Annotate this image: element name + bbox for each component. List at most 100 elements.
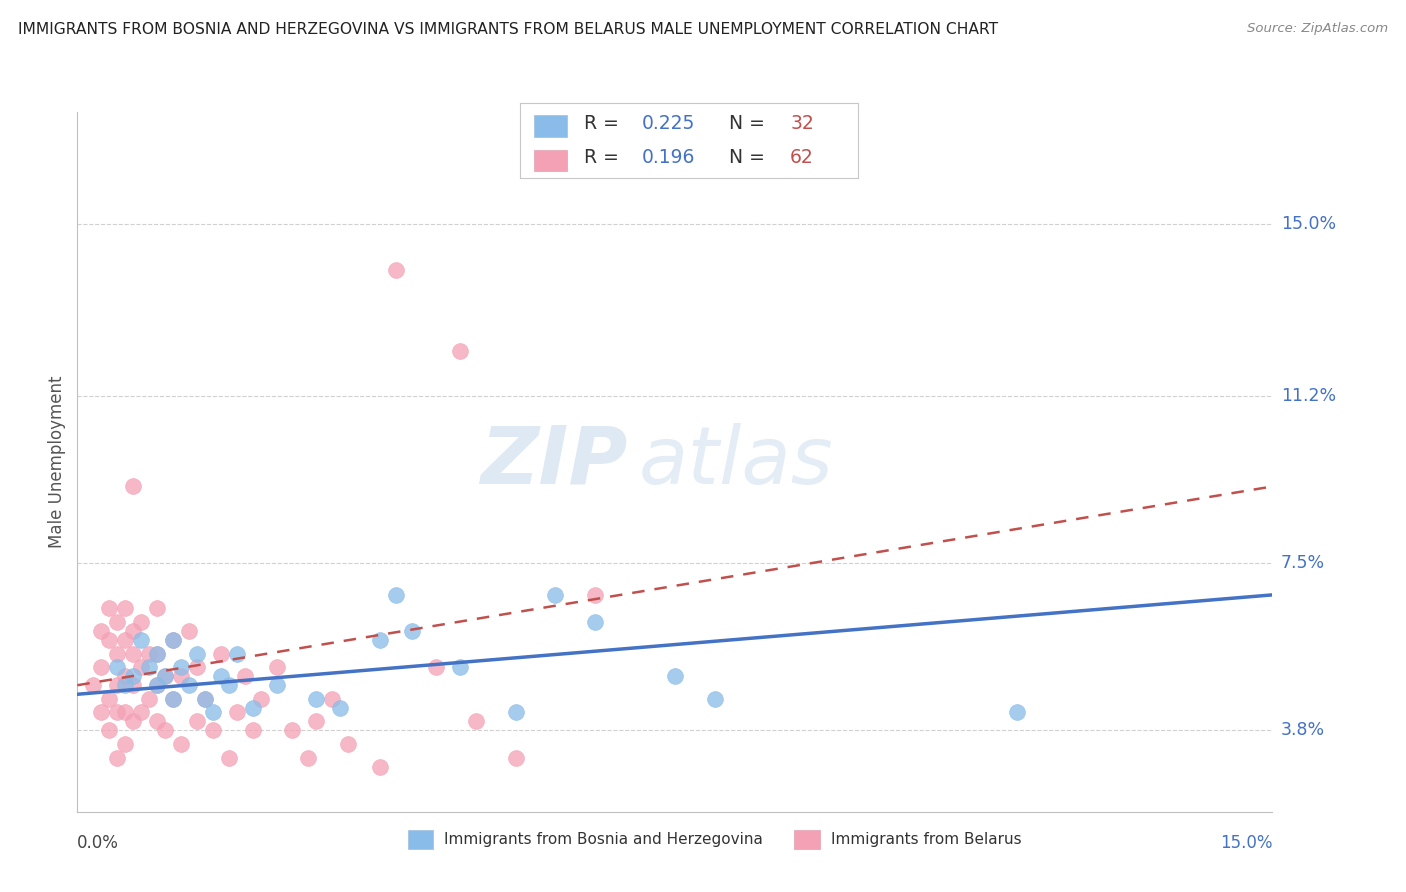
Text: Immigrants from Belarus: Immigrants from Belarus <box>831 832 1022 847</box>
Point <box>146 647 169 661</box>
Point <box>583 615 606 629</box>
Point <box>209 647 232 661</box>
Point <box>146 601 169 615</box>
Point <box>90 660 112 674</box>
Point <box>170 669 193 683</box>
Text: N =: N = <box>730 114 772 133</box>
Point <box>129 633 152 648</box>
Point <box>233 669 256 683</box>
Point <box>114 633 136 648</box>
Point <box>162 633 184 648</box>
Point <box>105 706 128 720</box>
Point <box>242 723 264 738</box>
Point <box>186 647 208 661</box>
Point <box>305 691 328 706</box>
Point <box>122 624 145 638</box>
Point <box>153 669 176 683</box>
Point <box>201 723 224 738</box>
Point <box>98 723 121 738</box>
Point <box>209 669 232 683</box>
Point <box>186 714 208 729</box>
Point <box>242 701 264 715</box>
Point <box>138 691 160 706</box>
Point <box>201 706 224 720</box>
Point <box>90 624 112 638</box>
Point <box>105 678 128 692</box>
Point <box>114 601 136 615</box>
Point <box>194 691 217 706</box>
Text: 0.196: 0.196 <box>641 148 695 168</box>
Point <box>114 669 136 683</box>
Point <box>122 678 145 692</box>
Point <box>98 691 121 706</box>
Point <box>162 691 184 706</box>
Y-axis label: Male Unemployment: Male Unemployment <box>48 376 66 548</box>
Point <box>385 262 408 277</box>
Point <box>449 660 471 674</box>
Point <box>225 706 247 720</box>
Point <box>225 647 247 661</box>
Point <box>218 750 240 764</box>
Point <box>162 691 184 706</box>
Point <box>249 691 271 706</box>
Bar <box>534 115 568 136</box>
Point <box>146 714 169 729</box>
Point <box>425 660 447 674</box>
Text: IMMIGRANTS FROM BOSNIA AND HERZEGOVINA VS IMMIGRANTS FROM BELARUS MALE UNEMPLOYM: IMMIGRANTS FROM BOSNIA AND HERZEGOVINA V… <box>18 22 998 37</box>
Point <box>297 750 319 764</box>
Text: Source: ZipAtlas.com: Source: ZipAtlas.com <box>1247 22 1388 36</box>
Point <box>146 678 169 692</box>
Point <box>170 660 193 674</box>
Bar <box>534 150 568 171</box>
Point <box>401 624 423 638</box>
Point <box>337 737 360 751</box>
Point <box>544 588 567 602</box>
Point <box>449 343 471 358</box>
Text: atlas: atlas <box>640 423 834 500</box>
Text: R =: R = <box>585 114 626 133</box>
Text: Immigrants from Bosnia and Herzegovina: Immigrants from Bosnia and Herzegovina <box>444 832 763 847</box>
Point <box>1007 706 1029 720</box>
Point <box>281 723 304 738</box>
Point <box>114 737 136 751</box>
Text: 7.5%: 7.5% <box>1281 554 1324 573</box>
Point <box>98 633 121 648</box>
Text: N =: N = <box>730 148 772 168</box>
Point <box>153 669 176 683</box>
Point <box>153 723 176 738</box>
Point <box>186 660 208 674</box>
Point <box>177 678 200 692</box>
Point <box>194 691 217 706</box>
Point <box>129 615 152 629</box>
Point <box>505 750 527 764</box>
Point <box>122 669 145 683</box>
Point <box>177 624 200 638</box>
Point <box>664 669 686 683</box>
Point <box>146 678 169 692</box>
Point <box>122 714 145 729</box>
Point <box>305 714 328 729</box>
Point <box>218 678 240 692</box>
Point <box>321 691 343 706</box>
Text: 11.2%: 11.2% <box>1281 387 1336 405</box>
Point <box>703 691 725 706</box>
Point <box>129 706 152 720</box>
Point <box>122 479 145 493</box>
Point <box>266 660 288 674</box>
Point <box>105 660 128 674</box>
Point <box>114 706 136 720</box>
Point <box>122 647 145 661</box>
Text: 0.0%: 0.0% <box>77 834 120 852</box>
Text: ZIP: ZIP <box>479 423 627 500</box>
Text: 32: 32 <box>790 114 814 133</box>
Point <box>368 633 391 648</box>
Point <box>162 633 184 648</box>
Text: 0.225: 0.225 <box>641 114 695 133</box>
Point <box>138 660 160 674</box>
Point <box>105 647 128 661</box>
Point <box>505 706 527 720</box>
Point <box>105 615 128 629</box>
Point <box>82 678 104 692</box>
Point <box>138 647 160 661</box>
Point <box>114 678 136 692</box>
